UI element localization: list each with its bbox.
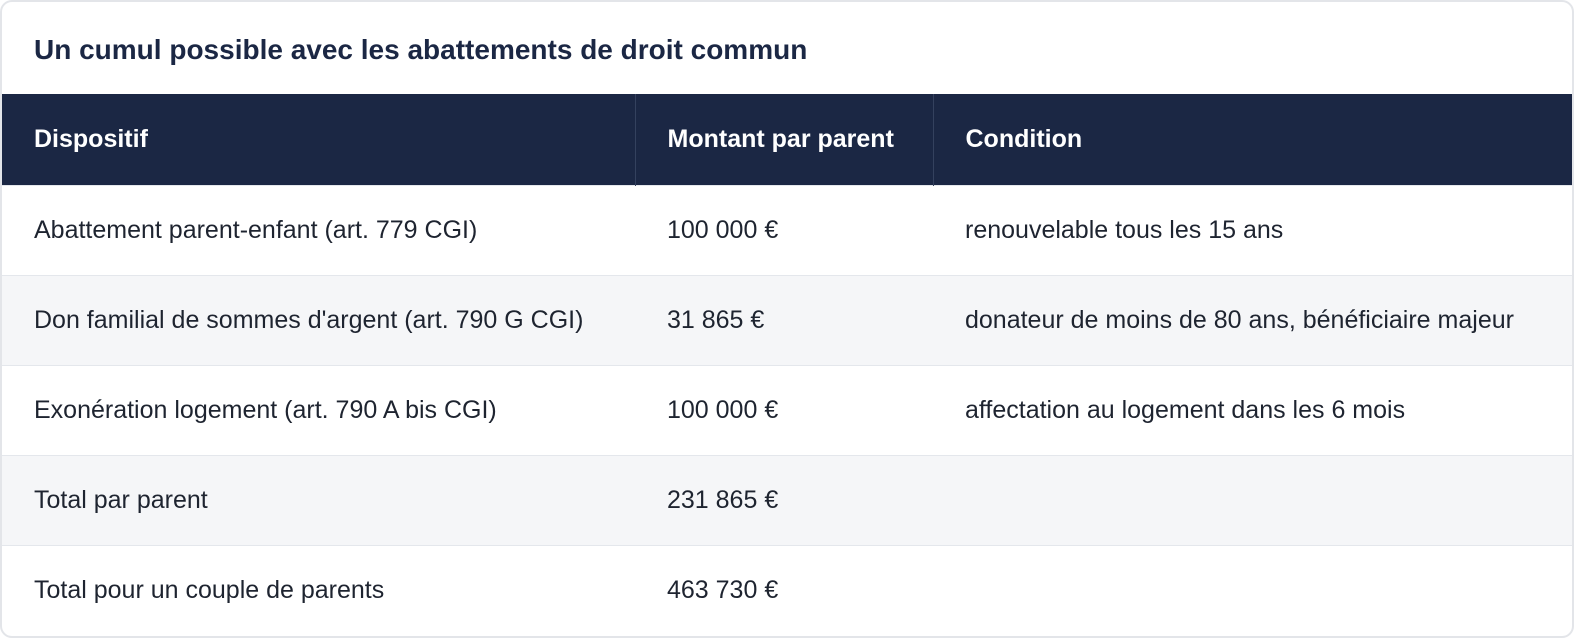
card-title: Un cumul possible avec les abattements d… <box>34 34 808 65</box>
cell-condition: affectation au logement dans les 6 mois <box>933 364 1572 455</box>
cell-dispositif: Total pour un couple de parents <box>2 544 635 635</box>
cell-dispositif: Don familial de sommes d'argent (art. 79… <box>2 274 635 365</box>
table-header-row: Dispositif Montant par parent Condition <box>2 94 1572 185</box>
cell-dispositif: Total par parent <box>2 454 635 545</box>
table-row-total-par-parent: Total par parent 231 865 € <box>2 454 1572 545</box>
cell-dispositif: Abattement parent-enfant (art. 779 CGI) <box>2 184 635 275</box>
column-header-dispositif: Dispositif <box>2 94 636 185</box>
table-row: Abattement parent-enfant (art. 779 CGI) … <box>2 184 1572 275</box>
table-row: Exonération logement (art. 790 A bis CGI… <box>2 364 1572 455</box>
cell-montant: 231 865 € <box>635 454 933 545</box>
cell-montant: 100 000 € <box>635 184 933 275</box>
cell-montant: 31 865 € <box>635 274 933 365</box>
table-row: Don familial de sommes d'argent (art. 79… <box>2 274 1572 365</box>
cell-condition <box>933 544 1572 635</box>
cell-montant: 463 730 € <box>635 544 933 635</box>
cell-condition: renouvelable tous les 15 ans <box>933 184 1572 275</box>
cell-condition: donateur de moins de 80 ans, bénéficiair… <box>933 274 1572 365</box>
column-header-condition: Condition <box>933 94 1572 185</box>
cell-condition <box>933 454 1572 545</box>
column-header-montant: Montant par parent <box>635 94 934 185</box>
abatements-table: Dispositif Montant par parent Condition … <box>2 94 1572 635</box>
cell-montant: 100 000 € <box>635 364 933 455</box>
table-row-total-couple: Total pour un couple de parents 463 730 … <box>2 544 1572 635</box>
cell-dispositif: Exonération logement (art. 790 A bis CGI… <box>2 364 635 455</box>
